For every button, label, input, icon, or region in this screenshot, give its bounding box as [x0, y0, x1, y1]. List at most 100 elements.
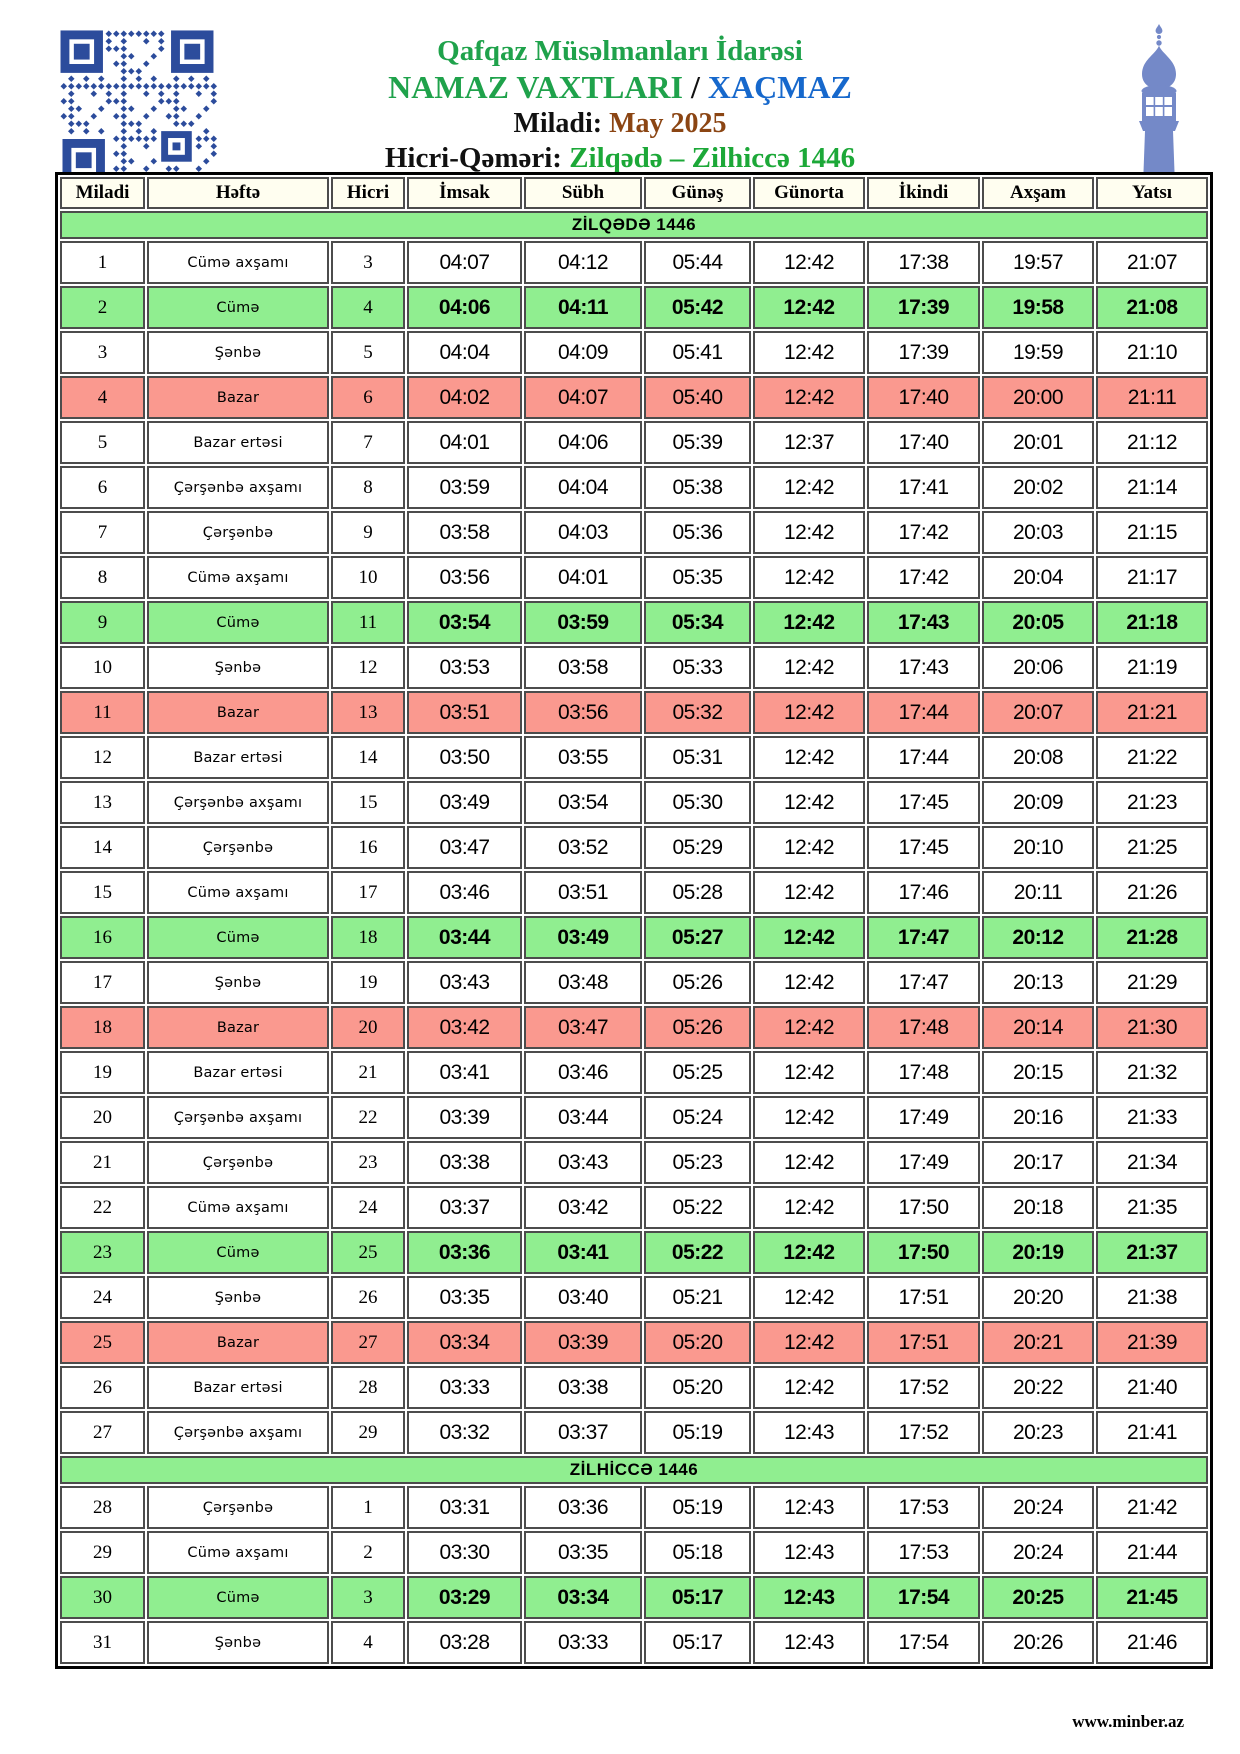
cell-weekday: Cümə	[147, 601, 329, 644]
cell-yatsi: 21:14	[1096, 466, 1208, 509]
cell-axsam: 20:05	[982, 601, 1094, 644]
qr-code-graphic	[60, 30, 218, 182]
cell-yatsi: 21:10	[1096, 331, 1208, 374]
cell-hicri: 12	[331, 646, 405, 689]
cell-yatsi: 21:32	[1096, 1051, 1208, 1094]
cell-imsak: 03:43	[407, 961, 522, 1004]
cell-axsam: 20:24	[982, 1486, 1094, 1529]
table-row: 20 Çərşənbə axşamı 22 03:39 03:44 05:24 12:42 1…	[60, 1096, 1208, 1139]
cell-miladi: 24	[60, 1276, 145, 1319]
cell-axsam: 20:13	[982, 961, 1094, 1004]
cell-subh: 03:47	[524, 1006, 642, 1049]
table-row: 8 Cümə axşamı 10 03:56 04:01 05:35 12:42 17:42 2…	[60, 556, 1208, 599]
table-row: 4 Bazar 6 04:02 04:07 05:40 12:42 17:40 20:00 21:…	[60, 376, 1208, 419]
cell-yatsi: 21:34	[1096, 1141, 1208, 1184]
cell-hicri: 23	[331, 1141, 405, 1184]
cell-gunorta: 12:42	[753, 871, 865, 914]
cell-weekday: Bazar	[147, 376, 329, 419]
cell-yatsi: 21:39	[1096, 1321, 1208, 1364]
cell-ikindi: 17:42	[867, 556, 980, 599]
cell-gunes: 05:39	[644, 421, 751, 464]
cell-yatsi: 21:37	[1096, 1231, 1208, 1274]
cell-gunes: 05:42	[644, 286, 751, 329]
hicri-value: Zilqədə – Zilhiccə 1446	[569, 142, 856, 174]
cell-axsam: 20:19	[982, 1231, 1094, 1274]
cell-ikindi: 17:40	[867, 376, 980, 419]
cell-yatsi: 21:21	[1096, 691, 1208, 734]
cell-gunorta: 12:42	[753, 556, 865, 599]
title-separator: /	[690, 69, 700, 105]
cell-imsak: 03:42	[407, 1006, 522, 1049]
cell-gunes: 05:26	[644, 961, 751, 1004]
cell-weekday: Çərşənbə	[147, 1486, 329, 1529]
cell-yatsi: 21:15	[1096, 511, 1208, 554]
hijri-date-line: Hicri-Qəməri: Zilqədə – Zilhiccə 1446	[120, 141, 1120, 175]
cell-hicri: 1	[331, 1486, 405, 1529]
cell-miladi: 17	[60, 961, 145, 1004]
table-row: 19 Bazar ertəsi 21 03:41 03:46 05:25 12:42 17:4…	[60, 1051, 1208, 1094]
cell-ikindi: 17:48	[867, 1051, 980, 1094]
cell-imsak: 03:37	[407, 1186, 522, 1229]
cell-gunorta: 12:42	[753, 646, 865, 689]
cell-axsam: 20:00	[982, 376, 1094, 419]
cell-miladi: 3	[60, 331, 145, 374]
cell-miladi: 22	[60, 1186, 145, 1229]
prayer-table-body: ZİLQƏDƏ 1446 1 Cümə axşamı 3 04:07 04:12 05:44…	[60, 211, 1208, 1664]
table-row: 3 Şənbə 5 04:04 04:09 05:41 12:42 17:39 19:59 21:…	[60, 331, 1208, 374]
minaret-graphic	[1139, 24, 1179, 172]
cell-axsam: 20:04	[982, 556, 1094, 599]
cell-yatsi: 21:25	[1096, 826, 1208, 869]
cell-subh: 04:07	[524, 376, 642, 419]
cell-gunorta: 12:42	[753, 601, 865, 644]
cell-gunorta: 12:43	[753, 1486, 865, 1529]
cell-subh: 04:12	[524, 241, 642, 284]
cell-hicri: 15	[331, 781, 405, 824]
cell-ikindi: 17:39	[867, 286, 980, 329]
cell-hicri: 27	[331, 1321, 405, 1364]
cell-weekday: Cümə axşamı	[147, 1531, 329, 1574]
cell-imsak: 03:34	[407, 1321, 522, 1364]
cell-weekday: Bazar	[147, 1321, 329, 1364]
cell-ikindi: 17:39	[867, 331, 980, 374]
cell-gunes: 05:33	[644, 646, 751, 689]
cell-weekday: Şənbə	[147, 646, 329, 689]
cell-gunorta: 12:42	[753, 1096, 865, 1139]
cell-gunes: 05:17	[644, 1621, 751, 1664]
cell-subh: 04:04	[524, 466, 642, 509]
cell-imsak: 04:02	[407, 376, 522, 419]
cell-weekday: Şənbə	[147, 1276, 329, 1319]
cell-weekday: Çərşənbə axşamı	[147, 1096, 329, 1139]
table-row: 13 Çərşənbə axşamı 15 03:49 03:54 05:30 12:42 1…	[60, 781, 1208, 824]
gregorian-date-line: Miladi: May 2025	[120, 106, 1120, 141]
cell-hicri: 9	[331, 511, 405, 554]
cell-yatsi: 21:35	[1096, 1186, 1208, 1229]
column-header-axsam: Axşam	[982, 177, 1094, 209]
table-row: 18 Bazar 20 03:42 03:47 05:26 12:42 17:48 20:14 2…	[60, 1006, 1208, 1049]
cell-miladi: 15	[60, 871, 145, 914]
cell-hicri: 11	[331, 601, 405, 644]
cell-miladi: 8	[60, 556, 145, 599]
cell-weekday: Çərşənbə axşamı	[147, 781, 329, 824]
cell-yatsi: 21:17	[1096, 556, 1208, 599]
cell-hicri: 3	[331, 241, 405, 284]
cell-weekday: Bazar	[147, 1006, 329, 1049]
cell-hicri: 2	[331, 1531, 405, 1574]
cell-yatsi: 21:12	[1096, 421, 1208, 464]
cell-hicri: 22	[331, 1096, 405, 1139]
cell-ikindi: 17:53	[867, 1486, 980, 1529]
cell-gunorta: 12:42	[753, 961, 865, 1004]
cell-gunorta: 12:42	[753, 691, 865, 734]
cell-gunorta: 12:42	[753, 1051, 865, 1094]
cell-weekday: Cümə	[147, 1576, 329, 1619]
cell-hicri: 16	[331, 826, 405, 869]
cell-gunorta: 12:42	[753, 1231, 865, 1274]
cell-axsam: 20:10	[982, 826, 1094, 869]
cell-axsam: 20:21	[982, 1321, 1094, 1364]
cell-miladi: 20	[60, 1096, 145, 1139]
table-row: 27 Çərşənbə axşamı 29 03:32 03:37 05:19 12:43 1…	[60, 1411, 1208, 1454]
cell-ikindi: 17:43	[867, 646, 980, 689]
cell-hicri: 4	[331, 286, 405, 329]
cell-gunes: 05:19	[644, 1411, 751, 1454]
table-row: 9 Cümə 11 03:54 03:59 05:34 12:42 17:43 20:05 21:…	[60, 601, 1208, 644]
cell-yatsi: 21:07	[1096, 241, 1208, 284]
